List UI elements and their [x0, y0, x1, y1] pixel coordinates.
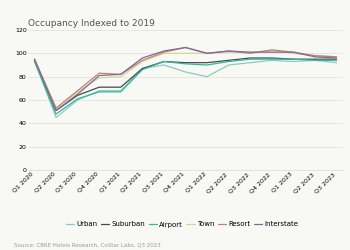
Airport	[119, 90, 123, 93]
Suburban	[54, 109, 58, 112]
Resort	[291, 51, 295, 54]
Resort	[162, 51, 166, 54]
Line: Airport: Airport	[34, 59, 337, 114]
Airport	[226, 60, 231, 63]
Urban	[183, 70, 188, 74]
Suburban	[248, 56, 252, 59]
Town	[32, 58, 36, 61]
Resort	[248, 52, 252, 55]
Suburban	[140, 67, 145, 70]
Airport	[205, 64, 209, 66]
Airport	[183, 62, 188, 65]
Town	[97, 76, 101, 79]
Urban	[313, 59, 317, 62]
Line: Resort: Resort	[34, 48, 337, 108]
Urban	[291, 60, 295, 63]
Line: Urban: Urban	[34, 60, 337, 118]
Interstate	[76, 93, 80, 96]
Airport	[248, 58, 252, 61]
Town	[270, 50, 274, 52]
Airport	[162, 60, 166, 63]
Text: Occupancy Indexed to 2019: Occupancy Indexed to 2019	[28, 19, 155, 28]
Town	[291, 52, 295, 55]
Resort	[335, 55, 339, 58]
Urban	[32, 59, 36, 62]
Suburban	[335, 58, 339, 61]
Suburban	[162, 60, 166, 63]
Resort	[313, 54, 317, 57]
Interstate	[291, 51, 295, 54]
Interstate	[248, 51, 252, 54]
Resort	[32, 58, 36, 61]
Suburban	[183, 61, 188, 64]
Interstate	[97, 74, 101, 77]
Interstate	[162, 50, 166, 52]
Airport	[140, 68, 145, 71]
Suburban	[205, 61, 209, 64]
Town	[205, 52, 209, 55]
Town	[313, 54, 317, 57]
Suburban	[119, 86, 123, 89]
Interstate	[205, 52, 209, 55]
Resort	[205, 52, 209, 55]
Town	[226, 51, 231, 54]
Resort	[97, 72, 101, 75]
Urban	[226, 64, 231, 66]
Suburban	[291, 58, 295, 61]
Legend: Urban, Suburban, Airport, Town, Resort, Interstate: Urban, Suburban, Airport, Town, Resort, …	[63, 219, 301, 230]
Resort	[76, 89, 80, 92]
Town	[140, 60, 145, 63]
Interstate	[54, 109, 58, 112]
Suburban	[270, 56, 274, 59]
Suburban	[226, 59, 231, 62]
Airport	[54, 112, 58, 116]
Suburban	[97, 86, 101, 89]
Urban	[76, 98, 80, 102]
Line: Suburban: Suburban	[34, 58, 337, 110]
Interstate	[32, 58, 36, 61]
Urban	[335, 61, 339, 64]
Town	[54, 107, 58, 110]
Airport	[291, 58, 295, 61]
Resort	[54, 107, 58, 110]
Town	[335, 55, 339, 58]
Interstate	[183, 46, 188, 49]
Town	[183, 52, 188, 55]
Urban	[270, 59, 274, 62]
Interstate	[313, 55, 317, 58]
Interstate	[335, 56, 339, 59]
Urban	[140, 67, 145, 70]
Resort	[226, 50, 231, 52]
Airport	[270, 58, 274, 61]
Town	[162, 52, 166, 55]
Urban	[119, 89, 123, 92]
Resort	[270, 48, 274, 51]
Urban	[205, 75, 209, 78]
Airport	[97, 90, 101, 93]
Line: Town: Town	[34, 51, 337, 108]
Town	[76, 90, 80, 93]
Interstate	[119, 73, 123, 76]
Urban	[97, 89, 101, 92]
Town	[119, 75, 123, 78]
Interstate	[270, 51, 274, 54]
Airport	[76, 97, 80, 100]
Urban	[248, 61, 252, 64]
Line: Interstate: Interstate	[34, 48, 337, 110]
Suburban	[76, 94, 80, 97]
Suburban	[313, 58, 317, 61]
Town	[248, 51, 252, 54]
Urban	[54, 116, 58, 119]
Interstate	[140, 56, 145, 59]
Resort	[119, 73, 123, 76]
Suburban	[32, 59, 36, 62]
Urban	[162, 64, 166, 66]
Interstate	[226, 50, 231, 52]
Resort	[140, 59, 145, 62]
Airport	[313, 59, 317, 62]
Resort	[183, 46, 188, 49]
Airport	[32, 60, 36, 63]
Text: Source: CBRE Hotels Research, CoStar Labs, Q3 2023: Source: CBRE Hotels Research, CoStar Lab…	[14, 242, 161, 248]
Airport	[335, 59, 339, 62]
